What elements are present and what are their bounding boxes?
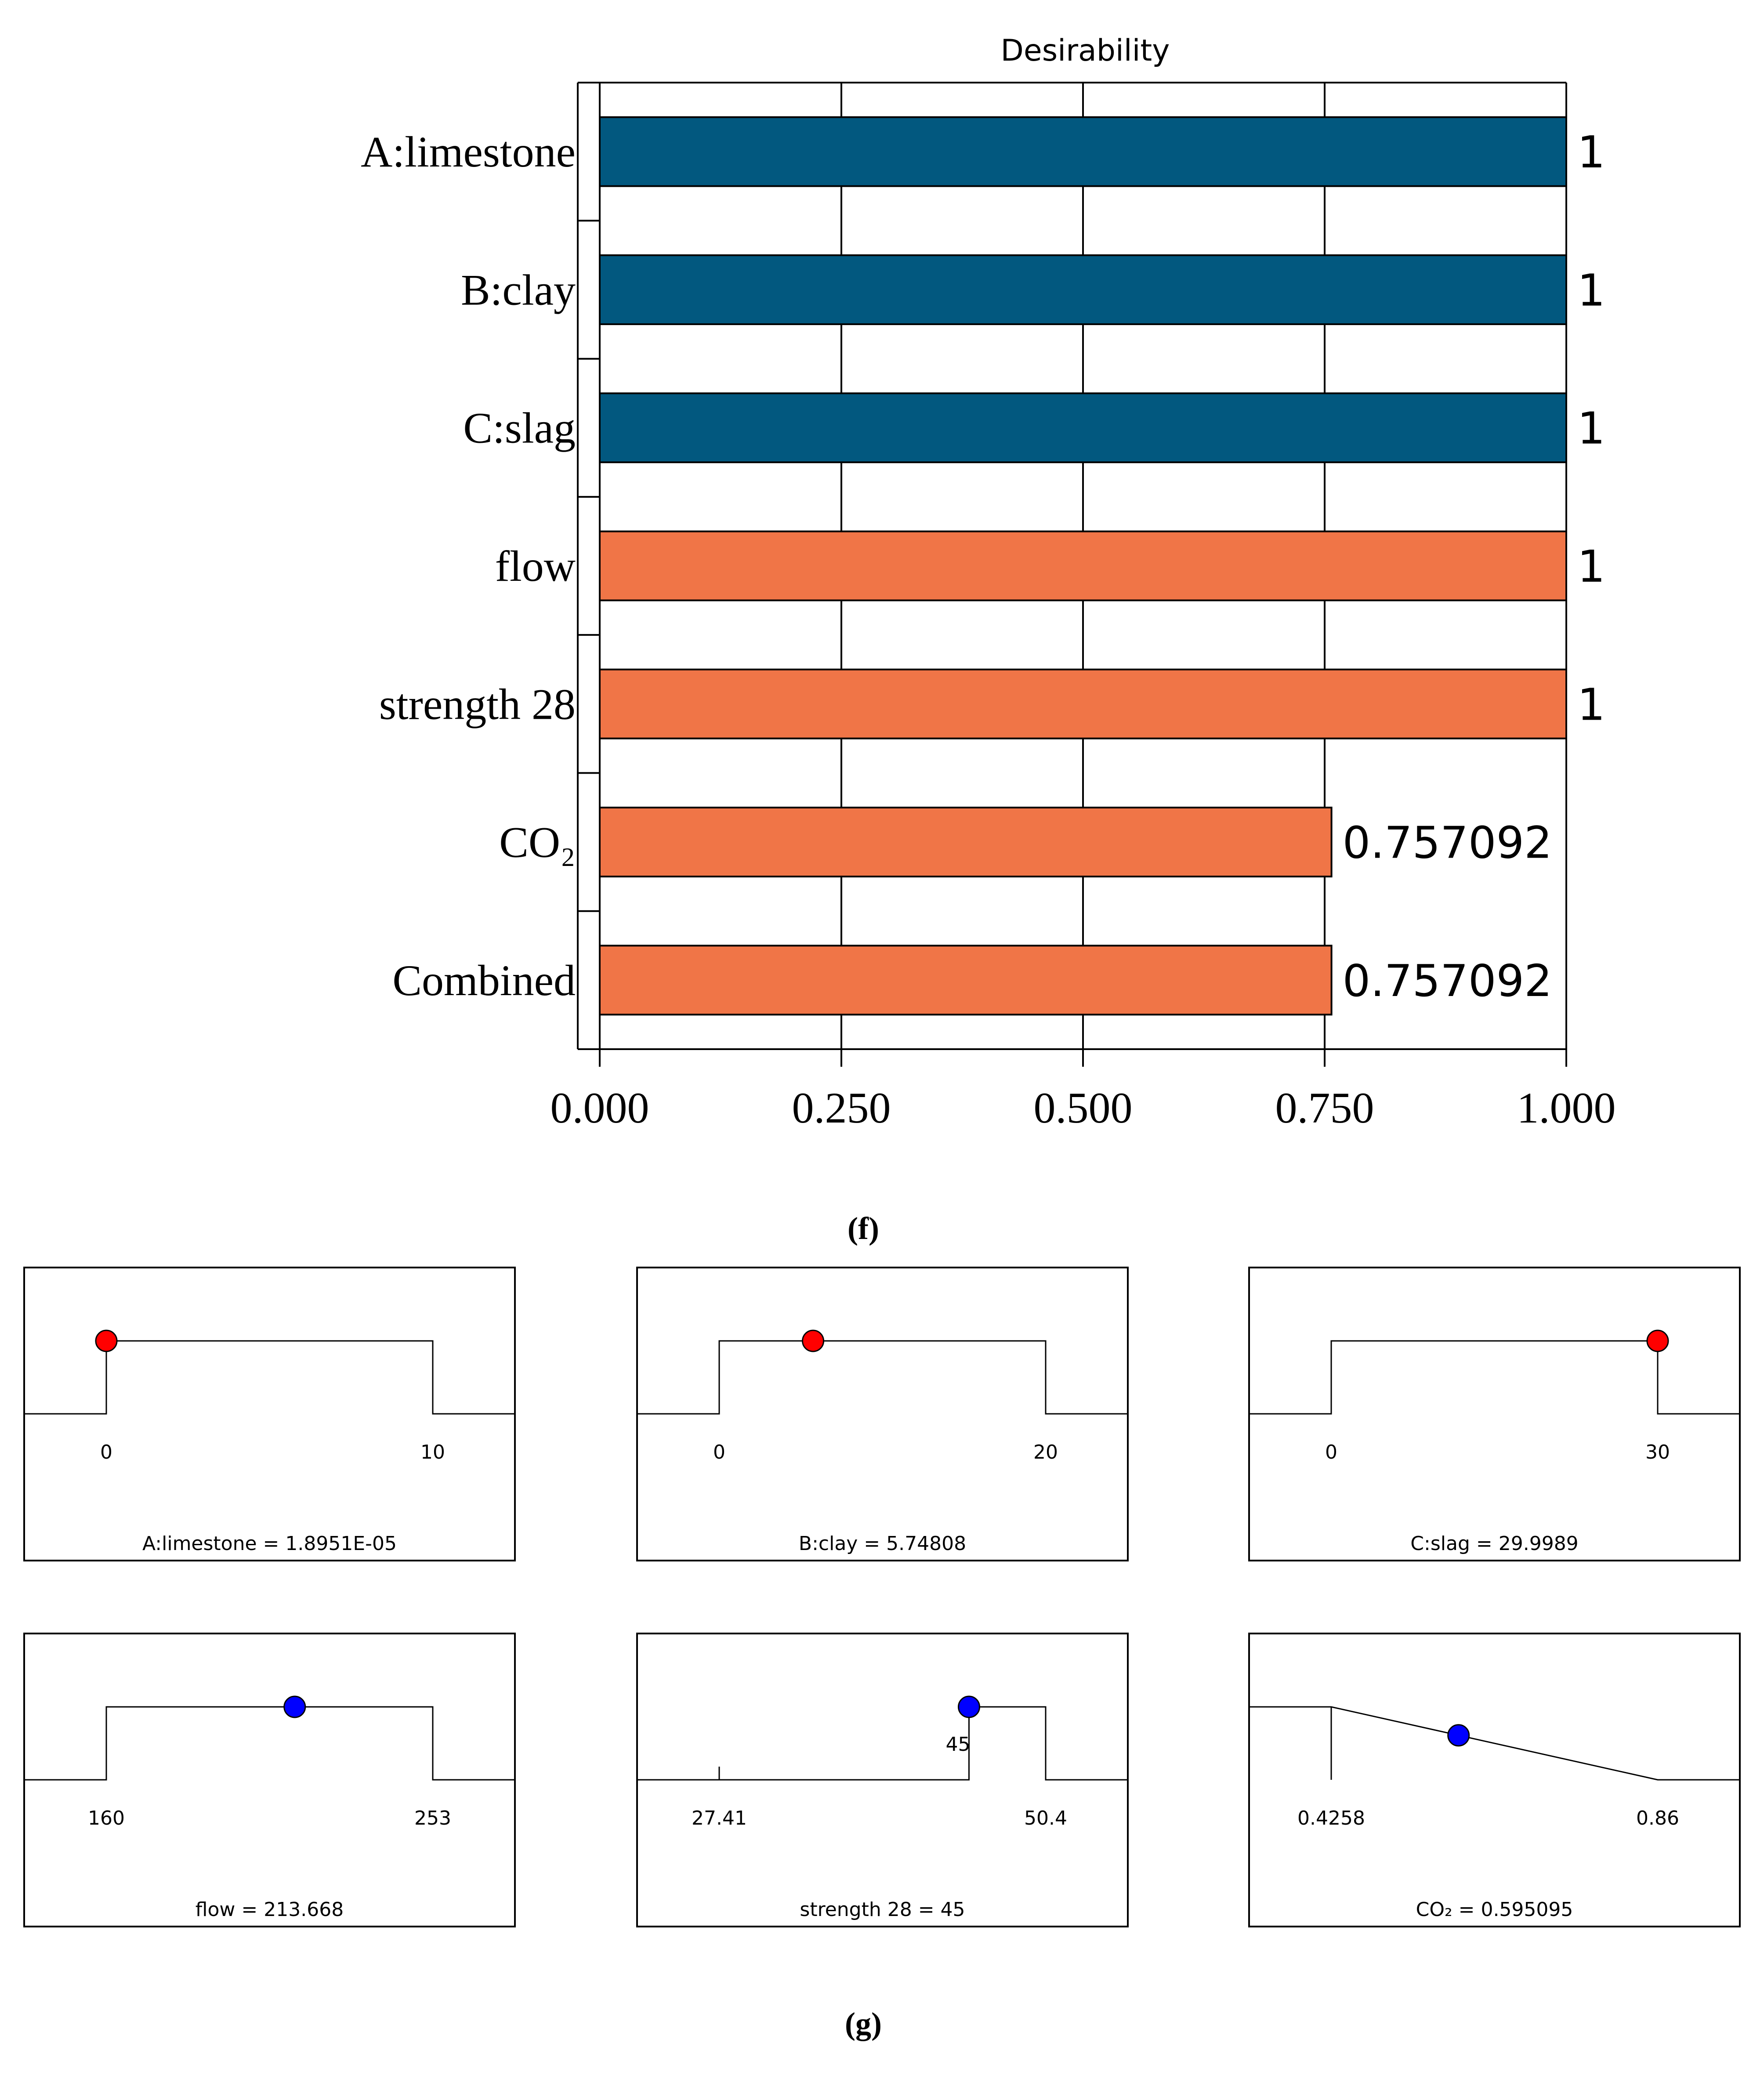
- bar: [599, 530, 1567, 601]
- panel-caption: flow = 213.668: [196, 1898, 344, 1921]
- panel-label-g: (g): [845, 2006, 882, 2041]
- value-label: 1: [1577, 127, 1605, 178]
- x-tick-label: 0.250: [792, 1083, 891, 1132]
- category-label: Combined: [392, 956, 576, 1005]
- category-label: strength 28: [379, 680, 576, 728]
- category-label: C:slag: [463, 404, 576, 453]
- low-limit-label: 0: [1325, 1441, 1337, 1463]
- bar: [599, 116, 1567, 187]
- low-limit-label: 27.41: [692, 1807, 747, 1829]
- chart-title: Desirability: [1001, 33, 1170, 68]
- bar: [599, 668, 1567, 739]
- bar: [599, 807, 1333, 878]
- x-tick-label: 0.500: [1034, 1083, 1133, 1132]
- bar: [599, 392, 1567, 464]
- category-label: A:limestone: [361, 127, 576, 176]
- low-limit-label: 160: [88, 1807, 125, 1829]
- ramp-panel: 0 30 C:slag = 29.9989: [1248, 1267, 1741, 1561]
- x-tick-label: 0.000: [551, 1083, 649, 1132]
- panel-caption: A:limestone = 1.8951E-05: [142, 1532, 397, 1555]
- bar: [599, 254, 1567, 325]
- panel-caption: CO₂ = 0.595095: [1416, 1898, 1573, 1921]
- current-value-marker: [283, 1695, 306, 1718]
- panel-caption: C:slag = 29.9989: [1410, 1532, 1578, 1555]
- low-limit-label: 0: [100, 1441, 112, 1463]
- current-value-marker: [1447, 1724, 1470, 1747]
- high-limit-label: 10: [420, 1441, 445, 1463]
- desirability-ramp: [637, 1706, 1128, 1781]
- desirability-ramp: [637, 1340, 1128, 1415]
- value-labels: 1 1 1 1 1 0.757092 0.757092: [1343, 127, 1605, 1007]
- desirability-ramp: [24, 1706, 515, 1781]
- current-value-marker: [1646, 1329, 1669, 1352]
- low-limit-label: 0.4258: [1297, 1807, 1365, 1829]
- panel-label-f: (f): [848, 1211, 879, 1246]
- chart-axes: [577, 83, 1567, 1067]
- ramp-panels: 0 10 A:limestone = 1.8951E-05 0 20 B:clay = 5…: [23, 1267, 1741, 1927]
- high-limit-label: 253: [414, 1807, 451, 1829]
- desirability-bar-chart: Desirability A:limestone B:clay C:slag flow…: [361, 33, 1615, 1132]
- high-limit-label: 30: [1645, 1441, 1670, 1463]
- category-label: CO₂: [499, 818, 576, 867]
- value-label: 1: [1577, 264, 1605, 316]
- current-value-marker: [802, 1329, 825, 1352]
- high-limit-label: 50.4: [1024, 1807, 1067, 1829]
- desirability-ramp: [1249, 1340, 1740, 1415]
- value-label: 0.757092: [1343, 955, 1552, 1007]
- chart-bars: [599, 116, 1567, 1016]
- x-tick-label: 1.000: [1517, 1083, 1616, 1132]
- x-tick-labels: 0.000 0.250 0.500 0.750 1.000: [551, 1083, 1616, 1132]
- current-value-marker: [95, 1329, 118, 1352]
- desirability-ramp: [1249, 1706, 1740, 1781]
- ramp-panel: 160 253 flow = 213.668: [23, 1633, 516, 1927]
- ramp-panel: 0 10 A:limestone = 1.8951E-05: [23, 1267, 516, 1561]
- value-label: 0.757092: [1343, 817, 1552, 869]
- high-limit-label: 20: [1033, 1441, 1058, 1463]
- category-label: B:clay: [461, 265, 576, 314]
- value-label: 1: [1577, 541, 1605, 592]
- category-label: flow: [495, 542, 576, 590]
- x-tick-label: 0.750: [1275, 1083, 1374, 1132]
- ramp-panel: 0.4258 0.86 CO₂ = 0.595095: [1248, 1633, 1741, 1927]
- desirability-ramp: [24, 1340, 515, 1415]
- ramp-panel: 0 20 B:clay = 5.74808: [636, 1267, 1129, 1561]
- low-limit-label: 0: [713, 1441, 725, 1463]
- ramp-panel: 45 27.41 50.4 strength 28 = 45: [636, 1633, 1129, 1927]
- value-label: 1: [1577, 679, 1605, 730]
- target-label: 45: [945, 1733, 970, 1756]
- value-label: 1: [1577, 403, 1605, 454]
- panel-caption: strength 28 = 45: [800, 1898, 965, 1921]
- current-value-marker: [957, 1695, 980, 1718]
- category-labels: A:limestone B:clay C:slag flow strength 28 CO…: [361, 127, 576, 1005]
- panel-caption: B:clay = 5.74808: [799, 1532, 966, 1555]
- bar: [599, 945, 1333, 1016]
- high-limit-label: 0.86: [1636, 1807, 1679, 1829]
